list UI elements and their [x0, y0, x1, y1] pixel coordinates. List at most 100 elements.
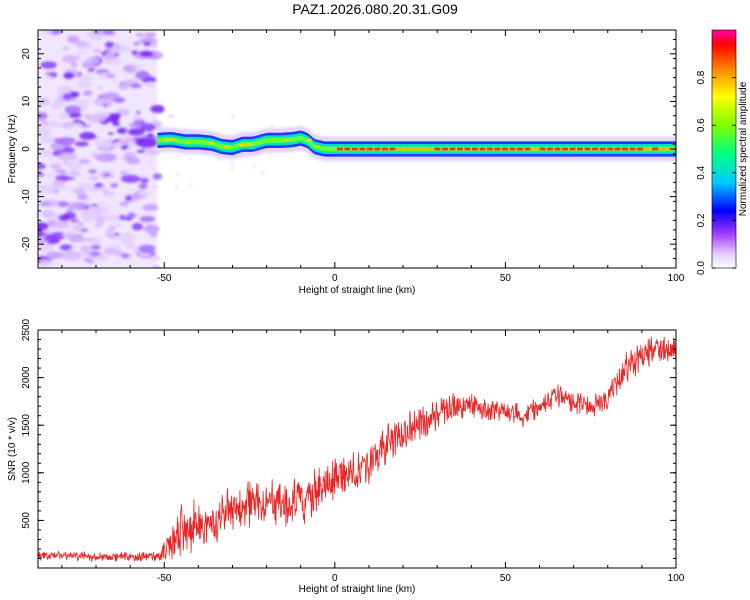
- noise-speck: [217, 158, 221, 161]
- noise-blob: [46, 251, 62, 260]
- noise-blob: [62, 146, 75, 154]
- noise-blob: [132, 63, 144, 70]
- spectrogram-y-tick-label: -20: [21, 237, 32, 252]
- noise-blob: [78, 131, 96, 141]
- spectrogram-x-tick-label: -50: [157, 273, 172, 284]
- noise-blob: [103, 173, 110, 177]
- ridge-hot-segment: [494, 147, 501, 151]
- noise-blob: [103, 246, 117, 256]
- colorbar-tick-label: 0.2: [696, 213, 707, 227]
- ridge-hot-segment: [637, 147, 644, 151]
- ridge-hot-segment: [284, 138, 289, 142]
- ridge-hot-segment: [652, 147, 659, 151]
- noise-blob: [61, 122, 75, 129]
- noise-blob: [57, 136, 75, 146]
- ridge-hot-segment: [644, 147, 651, 151]
- noise-blob: [95, 152, 117, 163]
- noise-blob: [131, 222, 144, 231]
- noise-speck: [168, 114, 172, 117]
- ridge-hot-segment: [607, 147, 614, 151]
- noise-blob: [136, 149, 145, 154]
- ridge-hot-segment: [532, 147, 539, 151]
- ridge-hot-segment: [224, 145, 231, 149]
- noise-blob: [93, 152, 98, 155]
- noise-blob: [72, 226, 80, 230]
- noise-blob: [118, 214, 126, 221]
- noise-blob: [124, 241, 136, 249]
- ridge-hot-segment: [186, 140, 190, 144]
- noise-blob: [112, 96, 126, 104]
- noise-blob: [74, 140, 89, 148]
- ridge-hot-segment: [486, 147, 493, 151]
- noise-blob: [120, 174, 141, 184]
- ridge-hot-segment: [404, 147, 411, 151]
- snr-ticks: -50 0 50 100 500 1000 1500 2000 2500: [21, 318, 685, 584]
- ridge-hot-segment: [614, 147, 621, 151]
- ridge-hot-segment: [351, 147, 358, 151]
- snr-plot-area: [38, 330, 676, 568]
- noise-speck: [175, 185, 178, 189]
- noise-blob: [66, 232, 77, 238]
- noise-blob: [62, 85, 71, 91]
- ridge-hot-segment: [547, 147, 554, 151]
- noise-speck: [189, 183, 192, 187]
- noise-blob: [38, 148, 52, 157]
- noise-blob: [92, 48, 103, 54]
- noise-blob: [146, 160, 154, 163]
- noise-blob: [73, 122, 83, 128]
- noise-blob: [56, 200, 69, 208]
- noise-blob: [60, 250, 83, 261]
- noise-blob: [53, 104, 61, 109]
- noise-blob: [145, 81, 155, 88]
- noise-blob: [67, 35, 80, 44]
- noise-blob: [38, 103, 43, 108]
- noise-blob: [142, 203, 159, 211]
- ridge-hot-segment: [577, 147, 584, 151]
- noise-blob: [140, 178, 150, 184]
- noise-blob: [42, 102, 49, 106]
- noise-blob: [133, 41, 141, 46]
- noise-blob: [107, 132, 114, 136]
- noise-blob: [149, 104, 165, 114]
- noise-blob: [128, 127, 145, 137]
- noise-blob: [107, 48, 120, 55]
- spectrogram-panel: -50 0 50 100 -20 -10 0 10 20 Height of straight …: [7, 29, 685, 296]
- spectrogram-y-tick-label: 0: [21, 146, 32, 152]
- noise-blob: [88, 175, 99, 181]
- noise-blob: [104, 214, 121, 222]
- ridge-hot-segment: [449, 147, 456, 151]
- noise-blob: [138, 244, 156, 253]
- noise-blob: [64, 172, 71, 176]
- noise-blob: [39, 201, 51, 207]
- colorbar-label: Normalized spectral amplitude: [738, 81, 749, 216]
- noise-blob: [100, 186, 108, 191]
- noise-blob: [46, 75, 55, 81]
- noise-blob: [85, 56, 101, 65]
- ridge-hot-segment: [426, 147, 433, 151]
- noise-blob: [57, 184, 68, 190]
- noise-blob: [151, 185, 159, 189]
- ridge-hot-segment: [239, 144, 246, 147]
- noise-blob: [42, 228, 55, 235]
- noise-blob: [106, 73, 116, 79]
- noise-blob: [108, 115, 120, 124]
- noise-blob: [119, 138, 128, 142]
- noise-blob: [139, 215, 156, 223]
- spectrogram-y-tick-label: 20: [21, 48, 32, 60]
- spectrogram-x-tick-label: 50: [500, 273, 512, 284]
- noise-blob: [77, 50, 86, 55]
- snr-x-axis-label: Height of straight line (km): [299, 584, 416, 595]
- noise-blob: [149, 41, 159, 48]
- noise-blob: [77, 222, 84, 226]
- noise-blob: [85, 31, 94, 36]
- snr-y-tick-label: 500: [21, 512, 32, 529]
- noise-blob: [135, 70, 150, 80]
- ridge-hot-segment: [396, 147, 403, 151]
- ridge-hot-segment: [164, 138, 171, 142]
- noise-blob: [75, 80, 92, 89]
- ridge-hot-segment: [599, 147, 606, 151]
- noise-blob: [81, 123, 91, 129]
- noise-blob: [103, 30, 115, 36]
- snr-y-axis-label: SNR (10 * v/v): [7, 417, 18, 481]
- snr-x-tick-label: -50: [157, 573, 172, 584]
